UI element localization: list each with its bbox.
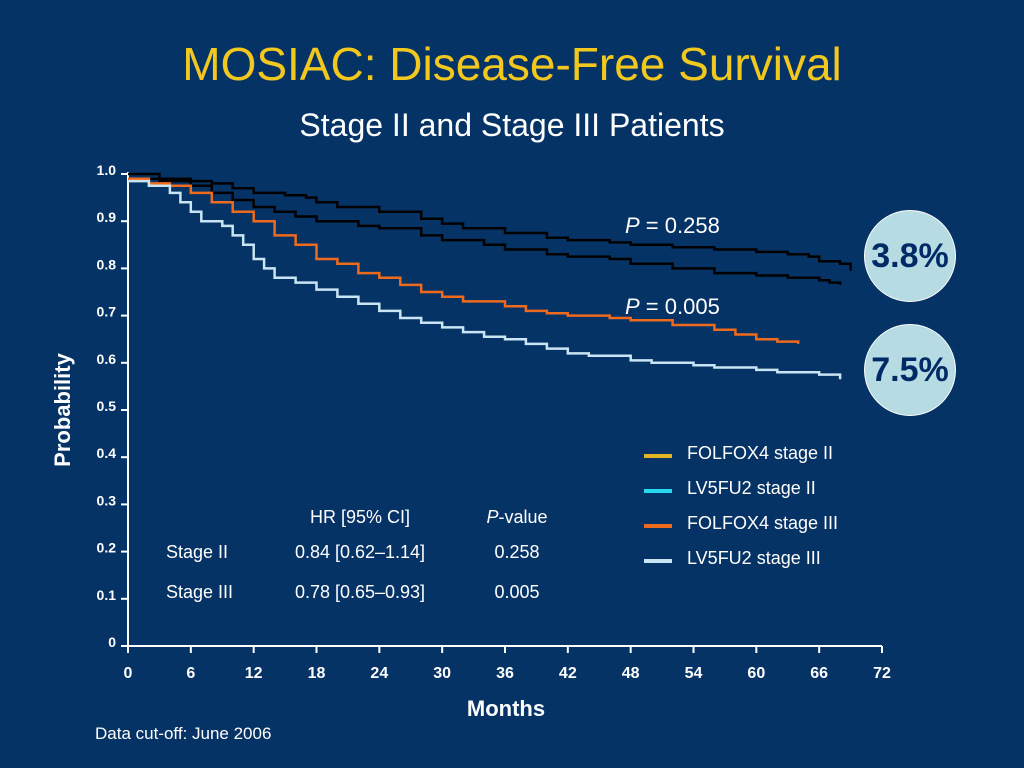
table-row: Stage III 0.78 [0.65–0.93] 0.005 [160,572,578,612]
row-label: Stage II [166,541,229,562]
difference-badge-stage-ii: 3.8% [864,210,956,302]
x-tick-label: 12 [245,665,263,682]
y-tick-label: 0.6 [97,351,117,367]
x-tick-label: 24 [370,665,388,682]
row-label: Stage III [166,581,234,602]
y-tick-label: 0.7 [97,304,117,320]
legend-item-folfox4-stage-ii: FOLFOX4 stage II [644,440,904,475]
legend-label: LV5FU2 stage III [687,548,821,568]
chart-series [128,172,852,380]
hr-cell: 0.78 [0.65–0.93] [294,581,426,602]
p-value-annotation-stage-iii: P = 0.005 [625,294,720,320]
legend-item-lv5fu2-stage-ii: LV5FU2 stage II [644,475,904,510]
x-tick-label: 42 [559,665,577,682]
legend-label: FOLFOX4 stage II [687,443,834,463]
y-tick-label: 0.1 [97,587,117,603]
x-tick-label: 66 [810,665,828,682]
y-tick-label: 0.2 [97,540,117,556]
p-value-text: = 0.005 [639,294,720,319]
table-row: Stage II 0.84 [0.62–1.14] 0.258 [160,532,578,572]
series-line-lv5fu2-stage-ii [128,177,842,285]
legend-item-folfox4-stage-iii: FOLFOX4 stage III [644,510,904,545]
p-cell: 0.258 [494,541,540,562]
p-symbol: P [486,506,499,527]
hazard-ratio-table: HR [95% CI] P-value Stage II 0.84 [0.62–… [160,502,578,612]
x-axis-label: Months [467,696,545,721]
p-cell: 0.005 [494,581,540,602]
y-tick-label: 0.8 [97,256,117,272]
x-tick-label: 36 [496,665,514,682]
hr-cell: 0.84 [0.62–1.14] [294,541,426,562]
x-tick-label: 54 [685,665,703,682]
p-value-text: = 0.258 [639,213,720,238]
y-tick-label: 0.4 [97,445,117,461]
p-value-header-text: -value [498,506,548,527]
x-tick-label: 6 [186,665,195,682]
y-tick-label: 1.0 [97,162,117,178]
y-tick-label: 0.3 [97,492,117,508]
data-cutoff-note: Data cut-off: June 2006 [95,724,272,743]
x-tick-label: 72 [873,665,891,682]
page-title: MOSIAC: Disease-Free Survival [182,38,842,90]
page-subtitle: Stage II and Stage III Patients [299,107,725,143]
p-symbol: P [625,213,640,238]
legend-swatch [644,454,672,458]
difference-badge-stage-iii: 7.5% [864,324,956,416]
legend-item-lv5fu2-stage-iii: LV5FU2 stage III [644,545,904,580]
series-line-lv5fu2-stage-iii [128,179,842,380]
y-tick-label: 0.9 [97,209,117,225]
table-header-cell: HR [95% CI] [309,506,411,527]
p-value-annotation-stage-ii: P = 0.258 [625,213,720,239]
table-header-cell [160,502,264,532]
series-line-folfox4-stage-ii [128,172,852,271]
y-tick-label: 0 [108,634,116,650]
x-tick-label: 0 [124,665,133,682]
x-tick-label: 48 [622,665,640,682]
series-line-folfox4-stage-iii [128,177,800,344]
legend-swatch [644,489,672,493]
legend-swatch [644,559,672,563]
x-tick-label: 30 [433,665,451,682]
x-tick-label: 60 [747,665,765,682]
y-axis-label: Probability [50,352,75,466]
chart-legend: FOLFOX4 stage II LV5FU2 stage II FOLFOX4… [644,440,904,580]
legend-swatch [644,524,672,528]
p-symbol: P [625,294,640,319]
y-tick-label: 0.5 [97,398,117,414]
chart-axes: 0 0.1 0.2 0.3 0.4 0.5 0.6 0.7 0.8 0.9 1.0 0 6 12 18 24 3… [97,162,891,682]
table-header-row: HR [95% CI] P-value [160,502,578,532]
x-tick-label: 18 [308,665,326,682]
legend-label: LV5FU2 stage II [687,478,816,498]
table-header-cell: P-value [456,502,578,532]
legend-label: FOLFOX4 stage III [687,513,839,533]
